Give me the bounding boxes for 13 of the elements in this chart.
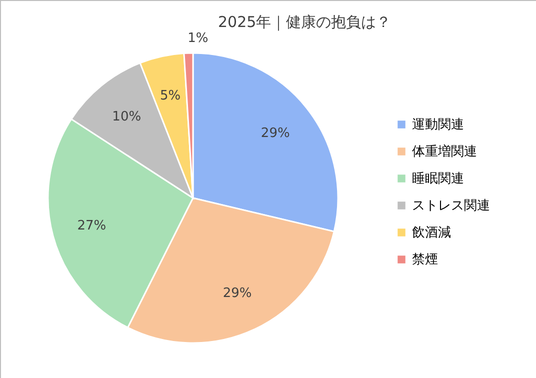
- data-label: 27%: [77, 218, 106, 234]
- legend-label: ストレス関連: [412, 198, 490, 214]
- data-label: 29%: [260, 126, 290, 141]
- legend-label: 飲酒減: [412, 226, 451, 240]
- data-label: 1%: [188, 31, 208, 46]
- legend-label: 体重増関連: [412, 144, 477, 160]
- legend-label: 睡眠関連: [412, 172, 464, 186]
- data-label: 29%: [222, 286, 252, 302]
- data-label: 5%: [160, 88, 181, 104]
- data-label: 10%: [112, 110, 142, 125]
- chart-title: 2025年｜健康の抱負は？: [218, 13, 392, 31]
- legend-label: 運動関連: [412, 118, 464, 132]
- legend-label: 禁煙: [412, 252, 438, 268]
